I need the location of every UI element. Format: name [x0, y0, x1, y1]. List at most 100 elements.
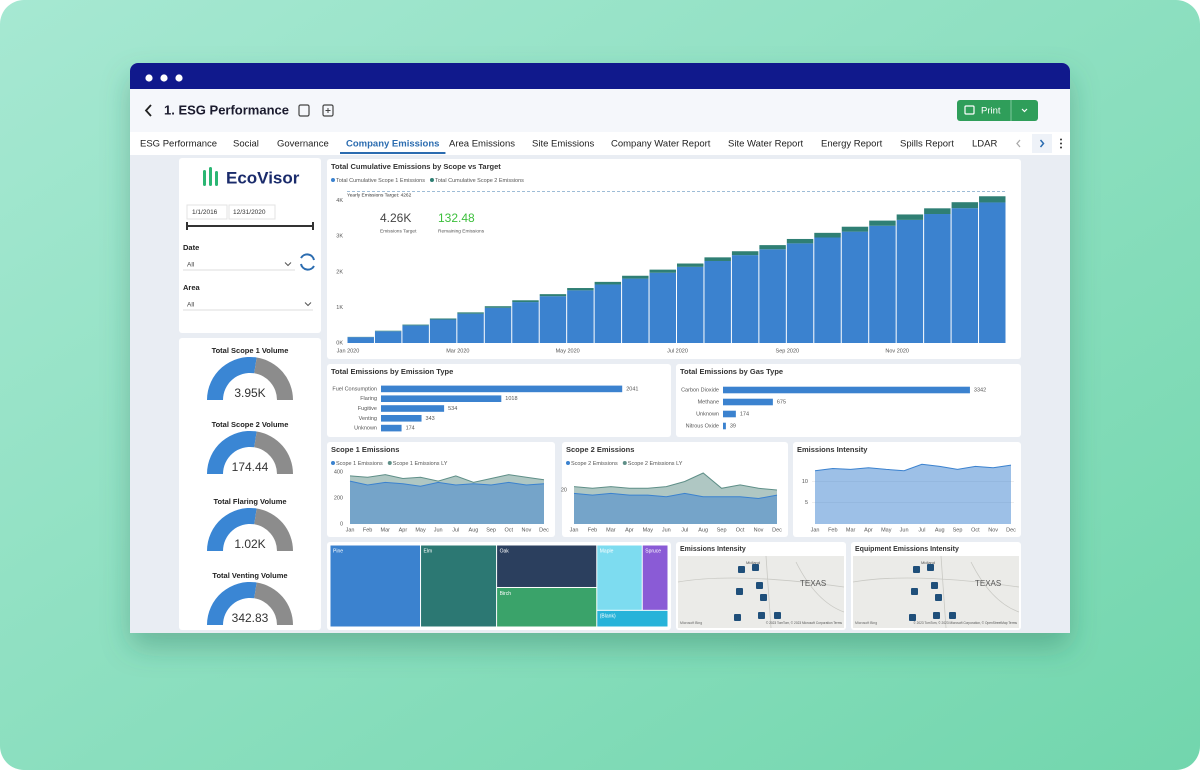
x-tick-label: Aug — [469, 527, 479, 533]
print-menu[interactable] — [1021, 108, 1028, 113]
treemap-cell — [597, 545, 642, 610]
print-label[interactable]: Print — [981, 106, 1001, 117]
map-marker[interactable] — [913, 566, 920, 573]
map-marker[interactable] — [911, 588, 918, 595]
y-tick-label: 1K — [336, 305, 343, 311]
x-tick-label: May — [643, 527, 654, 533]
logo-mark — [215, 171, 218, 186]
map-marker[interactable] — [756, 582, 763, 589]
line — [349, 474, 545, 483]
category-label: Venting — [359, 416, 377, 422]
gauge-value: 342.83 — [232, 611, 269, 625]
tabs-next-box[interactable] — [1032, 134, 1052, 153]
x-tick-label: Mar — [381, 527, 391, 533]
gauge-track — [254, 582, 293, 625]
treemap-cell — [330, 545, 421, 627]
tab[interactable]: Social — [233, 139, 259, 150]
tabs-more[interactable] — [1060, 138, 1062, 141]
date-dropdown[interactable]: All — [187, 262, 195, 269]
tab[interactable]: Governance — [277, 139, 329, 150]
end-date-box[interactable] — [228, 204, 276, 220]
notes-icon[interactable] — [298, 104, 310, 117]
chart-title: Scope 2 Emissions — [566, 445, 634, 454]
gauge-fill — [206, 581, 257, 625]
map-marker[interactable] — [758, 612, 765, 619]
map-marker[interactable] — [752, 564, 759, 571]
treemap-cell — [597, 610, 668, 627]
x-tick-label: Sep — [717, 527, 727, 533]
bar-segment — [814, 232, 841, 238]
dropdown-chevron[interactable] — [304, 302, 312, 307]
x-tick-label: Jun — [900, 527, 909, 533]
value-label: 343 — [426, 416, 435, 422]
kpi-label: Remaining Emissions — [438, 228, 485, 234]
map-marker[interactable] — [927, 564, 934, 571]
map-marker[interactable] — [931, 582, 938, 589]
map-marker[interactable] — [909, 614, 916, 621]
slider-handle[interactable] — [312, 222, 314, 230]
value-label: 3342 — [974, 387, 986, 393]
legend-marker — [429, 178, 434, 182]
tab[interactable]: Site Water Report — [728, 139, 804, 150]
tab[interactable]: ESG Performance — [140, 139, 217, 150]
tab[interactable]: Energy Report — [821, 139, 883, 150]
map-marker[interactable] — [933, 612, 940, 619]
bar-segment — [567, 290, 594, 343]
bar-segment — [731, 255, 759, 343]
value-label: 174 — [740, 411, 749, 417]
tab[interactable]: Company Emissions — [346, 139, 439, 150]
x-tick-label: May — [415, 527, 426, 533]
category-label: Unknown — [696, 411, 719, 417]
tabs-prev[interactable] — [1016, 139, 1021, 148]
map-marker[interactable] — [949, 612, 956, 619]
tab-underline — [340, 152, 446, 154]
chart-title: Scope 1 Emissions — [331, 445, 399, 454]
bar-segment — [374, 330, 402, 332]
tabs-next[interactable] — [1039, 139, 1045, 148]
dropdown-chevron[interactable] — [284, 262, 292, 267]
legend-label: Scope 1 Emissions LY — [393, 461, 448, 467]
line — [814, 463, 1012, 472]
tab[interactable]: LDAR — [972, 139, 997, 150]
bar-segment — [924, 214, 951, 343]
area-dropdown[interactable]: All — [187, 302, 195, 309]
bar-segment — [402, 325, 429, 343]
bar — [723, 422, 726, 430]
treemap-label: Elm — [424, 548, 433, 554]
map-road — [677, 555, 845, 629]
treemap-label: Maple — [600, 548, 614, 554]
gauge-title: Total Venting Volume — [212, 571, 287, 580]
start-date-box[interactable] — [186, 204, 228, 220]
add-icon[interactable] — [322, 104, 334, 117]
map-marker[interactable] — [935, 594, 942, 601]
x-tick-label: Feb — [588, 527, 597, 533]
treemap-label: (Blank) — [600, 614, 616, 620]
map-marker[interactable] — [738, 566, 745, 573]
refresh-icon[interactable] — [300, 253, 315, 271]
gauge-list: Total Scope 1 Volume 3.95K Total Scope 2 V… — [206, 346, 293, 625]
logo-mark — [209, 167, 212, 186]
page-title: 1. ESG Performance — [164, 102, 289, 117]
logo-mark — [203, 170, 206, 186]
tab[interactable]: Area Emissions — [449, 139, 515, 150]
x-tick-label: Feb — [363, 527, 372, 533]
bar-segment — [402, 324, 429, 326]
category-label: Fugitive — [358, 406, 377, 412]
map-marker[interactable] — [760, 594, 767, 601]
print-button[interactable] — [957, 100, 1038, 121]
bar-segment — [786, 243, 814, 343]
tab[interactable]: Spills Report — [900, 139, 954, 150]
tab[interactable]: Site Emissions — [532, 139, 595, 150]
map-marker[interactable] — [774, 612, 781, 619]
value-label: 39 — [730, 423, 736, 429]
map-marker[interactable] — [734, 614, 741, 621]
x-tick-label: May — [881, 527, 892, 533]
map-marker[interactable] — [736, 588, 743, 595]
tab[interactable]: Company Water Report — [611, 139, 711, 150]
bar-segment — [539, 294, 567, 297]
slider-handle[interactable] — [186, 222, 188, 230]
legend-label: Total Cumulative Scope 1 Emissions — [336, 178, 425, 184]
bar-segment — [512, 300, 539, 303]
bar-segment — [841, 226, 869, 232]
back-button[interactable] — [144, 104, 152, 117]
